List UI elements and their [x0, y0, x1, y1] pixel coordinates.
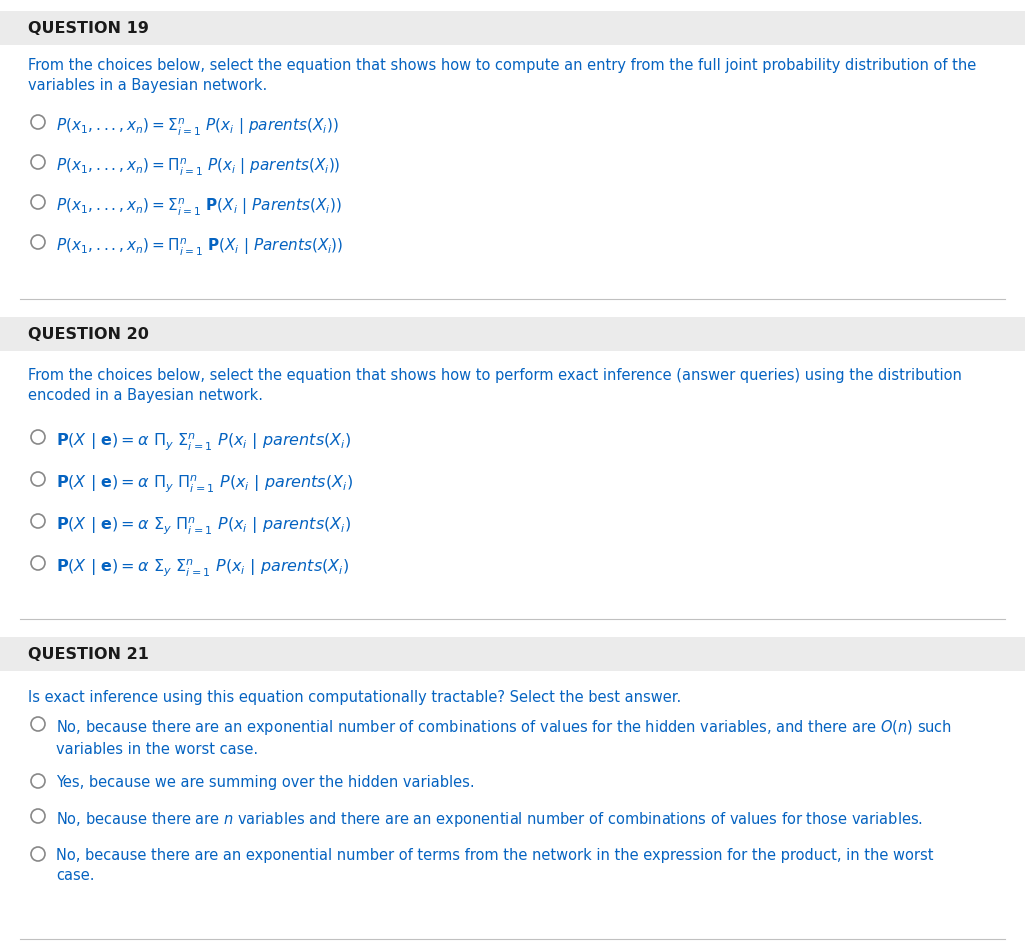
Text: No, because there are $n$ variables and there are an exponential number of combi: No, because there are $n$ variables and …: [56, 809, 922, 828]
Bar: [0, 318, 1025, 351]
Text: $\mathbf{P}(X\ |\ \mathbf{e}) = \alpha\ \Sigma_y\ \Sigma^n_{i=1}\ P(x_i\ |\ pare: $\mathbf{P}(X\ |\ \mathbf{e}) = \alpha\ …: [56, 558, 350, 579]
Text: Yes, because we are summing over the hidden variables.: Yes, because we are summing over the hid…: [56, 774, 475, 789]
Bar: [0, 637, 1025, 671]
Text: No, because there are an exponential number of terms from the network in the exp: No, because there are an exponential num…: [56, 847, 934, 883]
Text: $P(x_1, ..., x_n) = \Pi^n_{i=1}\ P(x_i\ |\ parents(X_i))$: $P(x_1, ..., x_n) = \Pi^n_{i=1}\ P(x_i\ …: [56, 157, 340, 178]
Text: QUESTION 20: QUESTION 20: [28, 327, 149, 342]
Text: QUESTION 21: QUESTION 21: [28, 646, 149, 662]
Text: $\mathbf{P}(X\ |\ \mathbf{e}) = \alpha\ \Pi_y\ \Sigma^n_{i=1}\ P(x_i\ |\ parents: $\mathbf{P}(X\ |\ \mathbf{e}) = \alpha\ …: [56, 431, 351, 453]
Text: $\mathbf{P}(X\ |\ \mathbf{e}) = \alpha\ \Sigma_y\ \Pi^n_{i=1}\ P(x_i\ |\ parents: $\mathbf{P}(X\ |\ \mathbf{e}) = \alpha\ …: [56, 515, 351, 537]
Text: From the choices below, select the equation that shows how to compute an entry f: From the choices below, select the equat…: [28, 58, 976, 93]
Bar: [0, 12, 1025, 46]
Text: QUESTION 19: QUESTION 19: [28, 21, 149, 36]
Text: Is exact inference using this equation computationally tractable? Select the bes: Is exact inference using this equation c…: [28, 689, 682, 704]
Text: $P(x_1, ..., x_n) = \Sigma^n_{i=1}\ \mathbf{P}(X_i\ |\ \mathit{Parents}(X_i))$: $P(x_1, ..., x_n) = \Sigma^n_{i=1}\ \mat…: [56, 197, 341, 218]
Text: $\mathbf{P}(X\ |\ \mathbf{e}) = \alpha\ \Pi_y\ \Pi^n_{i=1}\ P(x_i\ |\ parents(X_: $\mathbf{P}(X\ |\ \mathbf{e}) = \alpha\ …: [56, 473, 353, 495]
Text: No, because there are an exponential number of combinations of values for the hi: No, because there are an exponential num…: [56, 717, 952, 757]
Text: $P(x_1, ..., x_n) = \Sigma^n_{i=1}\ P(x_i\ |\ parents(X_i))$: $P(x_1, ..., x_n) = \Sigma^n_{i=1}\ P(x_…: [56, 117, 338, 138]
Text: From the choices below, select the equation that shows how to perform exact infe: From the choices below, select the equat…: [28, 367, 961, 403]
Text: $P(x_1, ..., x_n) = \Pi^n_{i=1}\ \mathbf{P}(X_i\ |\ \mathit{Parents}(X_i))$: $P(x_1, ..., x_n) = \Pi^n_{i=1}\ \mathbf…: [56, 237, 343, 258]
